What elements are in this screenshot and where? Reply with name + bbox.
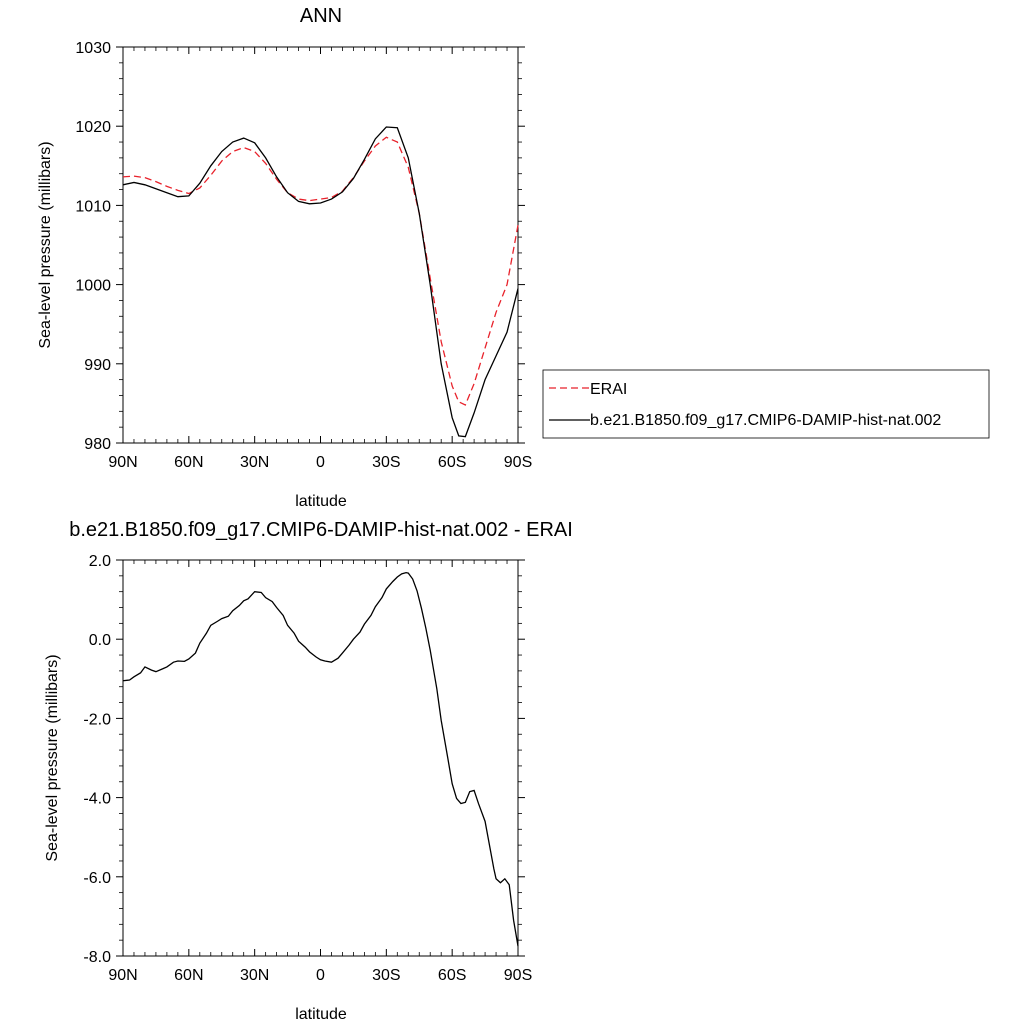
y-tick-label: 980 xyxy=(84,436,111,453)
legend-label-erai: ERAI xyxy=(590,381,627,398)
bottom-ylabel: Sea-level pressure (millibars) xyxy=(44,654,61,861)
x-tick-label: 30S xyxy=(372,454,400,471)
y-tick-label: 2.0 xyxy=(89,553,111,570)
bottom-tick-labels: 90N 60N 30N 0 30S 60S 90S -8.0 -6.0 -4.0 -2.0 0.0 2.… xyxy=(83,553,532,984)
y-tick-label: -6.0 xyxy=(83,870,111,887)
top-ticks xyxy=(116,46,525,444)
x-tick-label: 0 xyxy=(316,454,325,471)
bottom-title: b.e21.B1850.f09_g17.CMIP6-DAMIP-hist-nat… xyxy=(69,519,573,541)
bottom-lines xyxy=(122,572,519,947)
x-tick-label: 60S xyxy=(438,454,466,471)
y-tick-label: 990 xyxy=(84,357,111,374)
panel-bottom: b.e21.B1850.f09_g17.CMIP6-DAMIP-hist-nat… xyxy=(44,519,573,1023)
series-line-difference xyxy=(122,572,519,947)
series-line-model xyxy=(122,126,519,438)
x-tick-label: 90N xyxy=(108,967,137,984)
top-title: ANN xyxy=(300,5,342,27)
legend-box xyxy=(542,369,990,439)
x-tick-label: 30N xyxy=(240,967,269,984)
y-tick-label: -2.0 xyxy=(83,711,111,728)
y-tick-label: -8.0 xyxy=(83,949,111,966)
top-tick-labels: 90N 60N 30N 0 30S 60S 90S 980 990 1000 1010 1020 103… xyxy=(75,40,532,471)
top-xlabel: latitude xyxy=(295,493,347,510)
bottom-ticks xyxy=(116,559,525,957)
x-tick-label: 30S xyxy=(372,967,400,984)
x-tick-label: 90S xyxy=(504,967,532,984)
top-ylabel: Sea-level pressure (millibars) xyxy=(37,141,54,348)
panel-top: ANN 90N 60N 30N 0 30S 60S 90S 980 990 1000 1010 102… xyxy=(37,5,990,510)
bottom-plot-frame xyxy=(122,559,519,957)
x-tick-label: 60S xyxy=(438,967,466,984)
y-tick-label: -4.0 xyxy=(83,791,111,808)
x-tick-label: 30N xyxy=(240,454,269,471)
y-tick-label: 1020 xyxy=(75,119,111,136)
x-tick-label: 0 xyxy=(316,967,325,984)
legend: ERAI b.e21.B1850.f09_g17.CMIP6-DAMIP-his… xyxy=(542,369,990,439)
x-tick-label: 60N xyxy=(174,454,203,471)
x-tick-label: 90N xyxy=(108,454,137,471)
y-tick-label: 0.0 xyxy=(89,632,111,649)
y-tick-label: 1010 xyxy=(75,198,111,215)
y-tick-label: 1000 xyxy=(75,278,111,295)
x-tick-label: 60N xyxy=(174,967,203,984)
x-tick-label: 90S xyxy=(504,454,532,471)
top-plot-frame xyxy=(122,46,519,444)
y-tick-label: 1030 xyxy=(75,40,111,57)
bottom-xlabel: latitude xyxy=(295,1006,347,1023)
top-lines xyxy=(122,126,519,438)
series-line-erai xyxy=(122,136,519,406)
legend-label-model: b.e21.B1850.f09_g17.CMIP6-DAMIP-hist-nat… xyxy=(590,412,941,429)
